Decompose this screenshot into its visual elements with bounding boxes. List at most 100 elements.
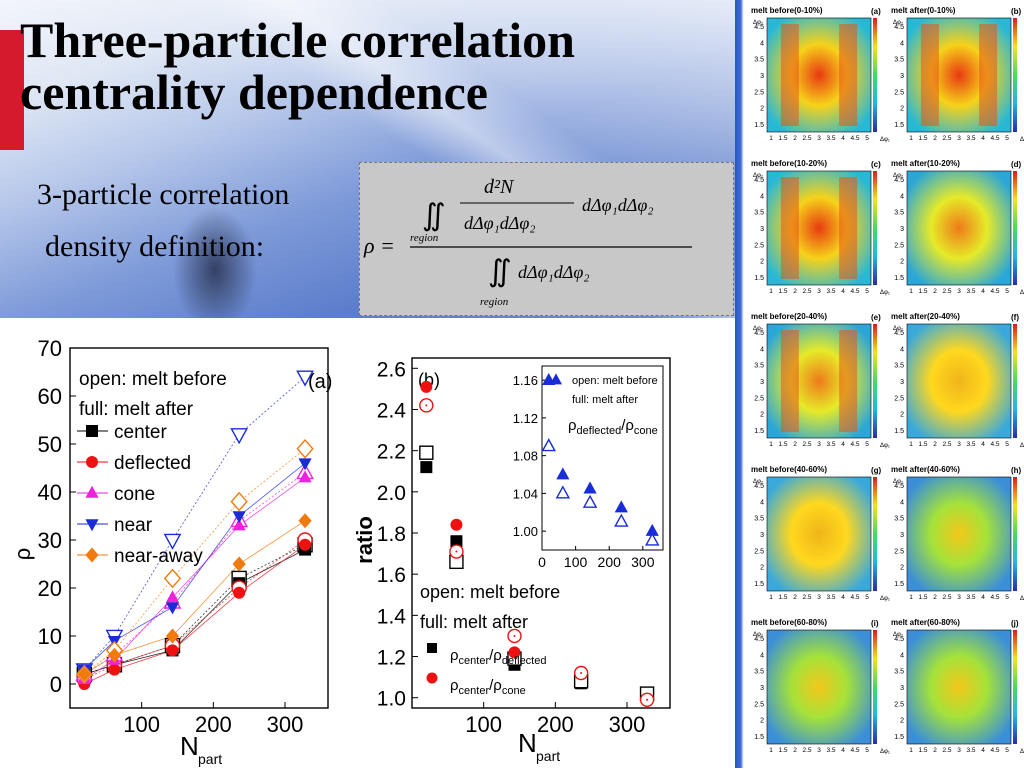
chart-a-point-full (166, 644, 179, 657)
heatmap-x-tick-label: 2.5 (942, 135, 951, 142)
heatmap-y-label: Δφ₂ (893, 632, 904, 638)
chart-b-inset-y-tick-label: 1.00 (513, 524, 538, 539)
chart-b-point-dot (580, 672, 583, 674)
heatmap-y-tick-label: 4 (760, 499, 764, 506)
heatmap-image (906, 629, 1012, 745)
heatmap-title: melt before(20-40%) (751, 312, 827, 321)
heatmap-colorbar (873, 477, 877, 591)
chart-a-xlabel: N (180, 731, 199, 761)
chart-a-point-open (230, 491, 248, 512)
heatmap-y-tick-label: 2 (760, 565, 764, 572)
heatmap-y-label: Δφ₂ (893, 20, 904, 26)
heatmap-stripe (839, 177, 858, 279)
chart-a-y-tick-label: 10 (38, 624, 62, 649)
heatmap-y-tick-label: 1.5 (894, 581, 904, 588)
heatmap-x-tick-label: 1 (769, 594, 773, 601)
definition-line-1: 3-particle correlation (37, 178, 290, 211)
heatmap-image (906, 323, 1012, 439)
heatmap-tag: (f) (1011, 313, 1019, 322)
heatmap-x-tick-label: 4.5 (990, 594, 999, 601)
heatmap-y-tick-label: 1.5 (754, 122, 764, 129)
heatmap-stripe (920, 24, 939, 126)
chart-b-inset-y-tick-label: 1.12 (513, 411, 538, 426)
heatmap-y-label: Δφ₂ (893, 173, 904, 179)
chart-a-svg: 0 10 20 30 40 50 60 70 100 200 300 N part ρ (a) open: m… (10, 336, 332, 767)
chart-b-y-tick-label: 2.0 (377, 482, 406, 505)
heatmap-y-tick-label: 3 (900, 532, 904, 539)
heatmap-y-tick-label: 3.5 (754, 363, 764, 370)
formula-denominator: dΔφ₁dΔφ₂ (464, 213, 536, 233)
heatmap-x-tick-label: 1.5 (918, 747, 927, 754)
slide-title: Three-particle correlation centrality de… (20, 14, 575, 118)
heatmap-stripe (780, 330, 799, 432)
chart-b-inset-header-2: full: melt after (572, 394, 638, 406)
heatmap-x-tick-label: 2 (793, 135, 797, 142)
chart-a-point-full (108, 663, 121, 676)
heatmap-image (766, 476, 872, 592)
chart-b-point-full (420, 461, 433, 474)
heatmap-y-tick-label: 2.5 (894, 701, 904, 708)
chart-a-point-open (230, 428, 249, 445)
chart-b-inset-x-tick-label: 300 (631, 554, 655, 570)
chart-b-point-dot (455, 550, 458, 553)
heatmap-x-label: Δφ₁ (880, 443, 890, 449)
chart-a-point-full (232, 556, 246, 572)
heatmap-x-tick-label: 1 (909, 135, 913, 142)
chart-a-legend-header-2: full: melt after (79, 399, 194, 420)
chart-b-inset-label: ρdeflected/ρcone (568, 417, 658, 437)
heatmap-y-tick-label: 4 (900, 652, 904, 659)
chart-a-point-full (107, 647, 122, 663)
heatmap-x-tick-label: 1.5 (918, 135, 927, 142)
chart-a-legend-label: center (114, 422, 167, 443)
heatmap-y-tick-label: 1.5 (894, 734, 904, 741)
heatmap-x-tick-label: 3.5 (826, 441, 835, 448)
heatmap-y-tick-label: 2 (760, 106, 764, 113)
heatmap-x-tick-label: 3 (957, 135, 961, 142)
chart-b-inset-point-full (556, 467, 570, 480)
formula-factor: dΔφ₁dΔφ₂ (582, 195, 654, 215)
chart-a-point-full (165, 628, 180, 644)
heatmap-x-tick-label: 2.5 (942, 288, 951, 295)
heatmap-x-tick-label: 4 (841, 747, 845, 754)
chart-a-x-tick-label: 100 (123, 712, 160, 737)
chart-b-y-tick-label: 1.6 (377, 564, 406, 587)
chart-a-y-tick-label: 30 (38, 528, 62, 553)
heatmap-stripe (839, 24, 858, 126)
heatmap-x-tick-label: 5 (865, 288, 869, 295)
heatmap-x-tick-label: 3.5 (966, 135, 975, 142)
heatmap-x-tick-label: 1.5 (778, 135, 787, 142)
chart-a-point-open (163, 568, 182, 589)
heatmap-x-tick-label: 5 (1005, 135, 1009, 142)
chart-b-inset-y-tick-label: 1.08 (513, 449, 538, 464)
chart-b-inset-legend-marker (549, 373, 563, 385)
heatmap-y-tick-label: 2.5 (894, 395, 904, 402)
chart-a-legend-marker (86, 425, 98, 437)
heatmap-x-label: Δφ₁ (1020, 749, 1024, 755)
heatmap-x-tick-label: 2.5 (942, 594, 951, 601)
heatmap-x-tick-label: 1.5 (778, 747, 787, 754)
chart-a-series-line (84, 539, 306, 680)
chart-a-point-full (233, 586, 246, 599)
heatmap-title: melt before(60-80%) (751, 618, 827, 627)
heatmap-x-tick-label: 2.5 (802, 135, 811, 142)
heatmap-x-label: Δφ₁ (1020, 596, 1024, 602)
chart-a-point-full (298, 513, 312, 529)
chart-b-point-open (419, 445, 434, 460)
title-line-2: centrality dependence (20, 64, 488, 120)
heatmap-x-tick-label: 3.5 (966, 594, 975, 601)
heatmap-y-tick-label: 2 (900, 106, 904, 113)
chart-a-x-tick-label: 200 (195, 712, 232, 737)
chart-b-inset-point-open (614, 513, 629, 527)
heatmap-tag: (d) (1011, 160, 1022, 169)
heatmap-x-label: Δφ₁ (880, 290, 890, 296)
heatmap-x-tick-label: 1 (909, 594, 913, 601)
heatmap-x-tick-label: 2 (793, 288, 797, 295)
chart-a-point-open (296, 370, 314, 387)
chart-b-inset-point-open (645, 532, 660, 546)
heatmap-title: melt after(0-10%) (891, 6, 956, 15)
heatmap-y-label: Δφ₂ (753, 20, 764, 26)
chart-b-inset-point-full (614, 500, 628, 513)
heatmap-x-tick-label: 2 (793, 441, 797, 448)
heatmap-x-tick-label: 3 (957, 747, 961, 754)
